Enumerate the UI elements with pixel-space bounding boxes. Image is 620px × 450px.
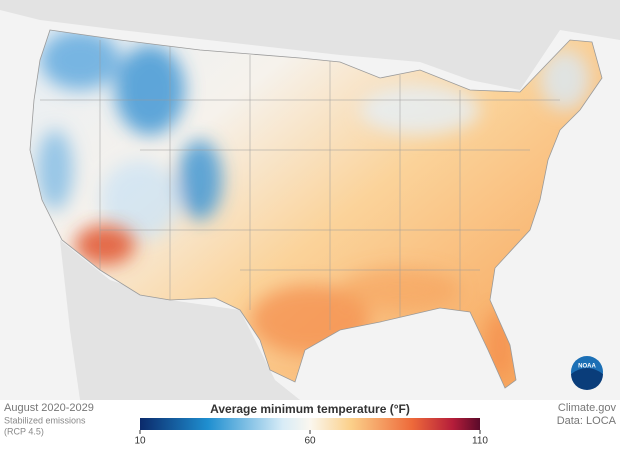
- state-borders: [40, 40, 560, 330]
- canada: [0, 0, 620, 90]
- colorbar-tick-label: 110: [472, 436, 488, 447]
- scenario: Stabilized emissions: [4, 415, 86, 425]
- noaa-logo-text: NOAA: [578, 364, 596, 370]
- colorbar: [140, 418, 480, 430]
- colorbar-tick-label: 10: [134, 436, 146, 447]
- legend-title: Average minimum temperature (°F): [210, 402, 410, 416]
- source: Climate.gov: [558, 402, 617, 414]
- data-source: Data: LOCA: [557, 415, 617, 427]
- scenario-note: (RCP 4.5): [4, 426, 44, 436]
- colorbar-tick-label: 60: [304, 436, 316, 447]
- noaa-logo-wave: [571, 368, 603, 390]
- mexico: [60, 240, 300, 400]
- cool-areas: [37, 30, 590, 240]
- period: August 2020-2029: [4, 402, 94, 414]
